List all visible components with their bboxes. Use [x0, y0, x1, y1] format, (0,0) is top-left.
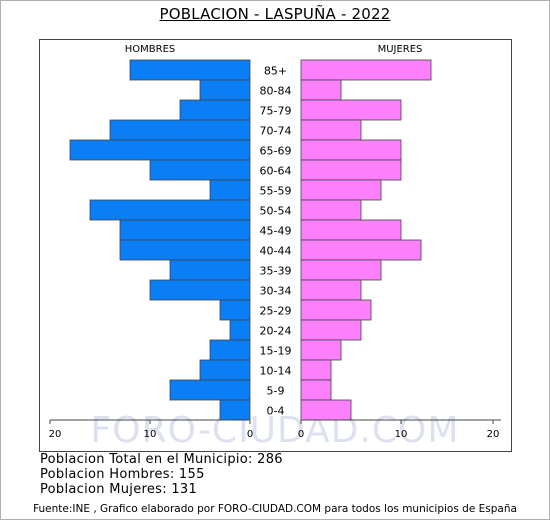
age-group-label: 60-64: [260, 165, 292, 178]
chart-frame: [39, 39, 512, 452]
bar-hombres: [169, 379, 251, 401]
age-group-label: 40-44: [260, 245, 292, 258]
bar-hombres: [199, 359, 251, 381]
age-group-label: 5-9: [267, 385, 285, 398]
bar-mujeres: [300, 79, 342, 101]
bar-mujeres: [300, 299, 372, 321]
legend-hombres: HOMBRES: [125, 44, 176, 55]
legend-mujeres: MUJERES: [378, 44, 423, 55]
bar-mujeres: [300, 219, 402, 241]
bar-mujeres: [300, 259, 382, 281]
x-tick-label: 10: [144, 429, 157, 440]
bar-mujeres: [300, 359, 332, 381]
age-group-label: 55-59: [260, 185, 292, 198]
age-group-label: 85+: [264, 65, 287, 78]
bar-mujeres: [300, 139, 402, 161]
age-group-label: 20-24: [260, 325, 292, 338]
bar-hombres: [229, 319, 251, 341]
bar-mujeres: [300, 379, 332, 401]
bar-hombres: [209, 179, 251, 201]
stat-total: Poblacion Total en el Municipio: 286: [40, 452, 283, 467]
bar-mujeres: [300, 319, 362, 341]
x-tick-label: 20: [49, 429, 62, 440]
age-group-label: 45-49: [260, 225, 292, 238]
source-footer: Fuente:INE , Grafico elaborado por FORO-…: [33, 503, 517, 515]
chart-title: POBLACION - LASPUÑA - 2022: [159, 5, 391, 23]
age-group-label: 25-29: [260, 305, 292, 318]
bar-hombres: [149, 279, 251, 301]
bar-mujeres: [300, 279, 362, 301]
bar-hombres: [199, 79, 251, 101]
age-group-label: 70-74: [260, 125, 292, 138]
bar-hombres: [119, 219, 251, 241]
age-group-label: 0-4: [267, 405, 285, 418]
bar-hombres: [129, 59, 251, 81]
male-bars: [69, 59, 251, 421]
bar-hombres: [89, 199, 251, 221]
age-group-label: 10-14: [260, 365, 292, 378]
bar-hombres: [219, 399, 251, 421]
bar-mujeres: [300, 399, 352, 421]
population-stats: Poblacion Total en el Municipio: 286 Pob…: [40, 452, 283, 497]
bar-mujeres: [300, 339, 342, 361]
age-group-label: 30-34: [260, 285, 292, 298]
x-axis: 20 10 0 0 10 20: [49, 419, 501, 440]
bar-hombres: [179, 99, 251, 121]
age-group-label: 35-39: [260, 265, 292, 278]
bar-hombres: [209, 339, 251, 361]
bar-mujeres: [300, 199, 362, 221]
bar-mujeres: [300, 179, 382, 201]
age-group-label: 50-54: [260, 205, 292, 218]
female-bars: [300, 59, 432, 421]
bar-mujeres: [300, 59, 432, 81]
bar-hombres: [119, 239, 251, 261]
bar-mujeres: [300, 119, 362, 141]
age-group-label: 65-69: [260, 145, 292, 158]
x-tick-label: 0: [298, 429, 304, 440]
bar-hombres: [149, 159, 251, 181]
x-tick-label: 0: [247, 429, 253, 440]
age-group-labels: 85+ 80-84 75-79 70-74 65-69 60-64 55-59 50-54 45…: [260, 65, 292, 418]
age-group-label: 15-19: [260, 345, 292, 358]
age-group-label: 80-84: [260, 85, 292, 98]
stat-hombres: Poblacion Hombres: 155: [40, 467, 205, 482]
bar-hombres: [69, 139, 251, 161]
x-tick-label: 20: [487, 429, 500, 440]
bar-mujeres: [300, 239, 422, 261]
bar-mujeres: [300, 159, 402, 181]
bar-mujeres: [300, 99, 402, 121]
x-tick-label: 10: [395, 429, 408, 440]
stat-mujeres: Poblacion Mujeres: 131: [40, 482, 198, 497]
bar-hombres: [219, 299, 251, 321]
age-group-label: 75-79: [260, 105, 292, 118]
bar-hombres: [169, 259, 251, 281]
bar-hombres: [109, 119, 251, 141]
